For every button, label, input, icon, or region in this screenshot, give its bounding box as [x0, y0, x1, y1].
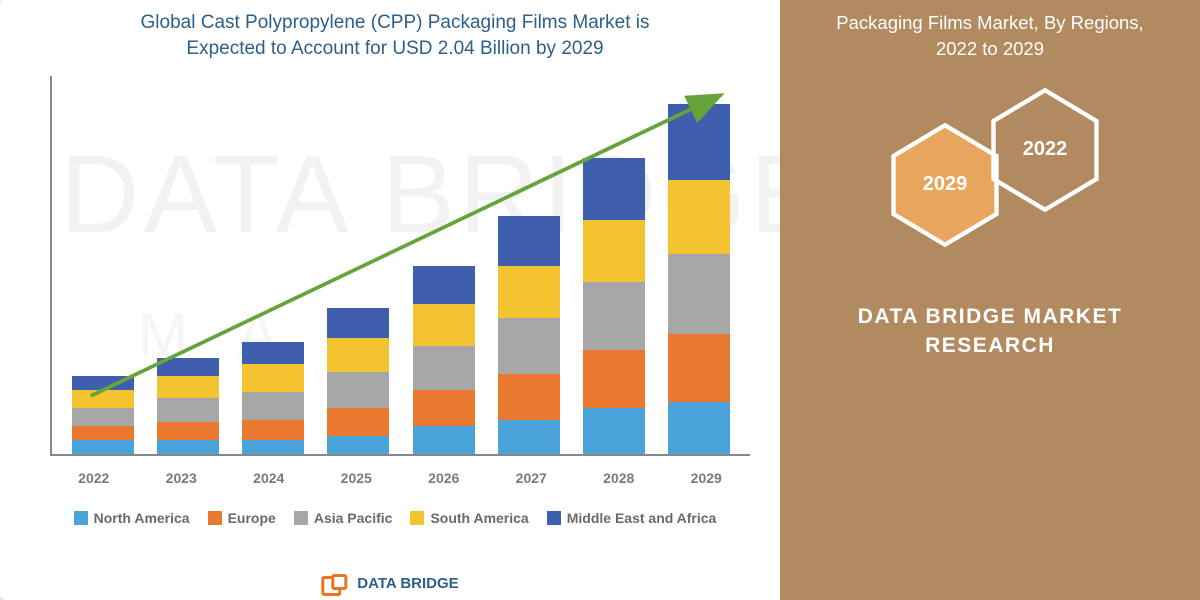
bar-seg-2024-south-america: [242, 364, 304, 392]
x-label-2028: 2028: [588, 470, 650, 486]
right-panel: Packaging Films Market, By Regions, 2022…: [780, 0, 1200, 600]
brand-line-2: RESEARCH: [925, 334, 1055, 357]
chart-title-line-1: Global Cast Polypropylene (CPP) Packagin…: [141, 12, 650, 33]
right-panel-title: Packaging Films Market, By Regions, 2022…: [836, 10, 1143, 62]
bar-seg-2023-europe: [157, 422, 219, 440]
bars-row: [52, 76, 750, 454]
bar-seg-2029-europe: [668, 334, 730, 402]
bar-2022: [72, 376, 134, 454]
x-axis-labels: 2022 2023 2024 2025 2026 2027 2028 2029: [50, 470, 750, 486]
legend-label: Asia Pacific: [314, 510, 393, 526]
hexagon-graphic: 2029 2022: [860, 92, 1120, 262]
chart-wrap: 2022 2023 2024 2025 2026 2027 2028 2029: [30, 76, 760, 506]
bar-seg-2027-asia-pacific: [498, 318, 560, 374]
brand-line-1: DATA BRIDGE MARKET: [858, 305, 1123, 328]
brand-title: DATA BRIDGE MARKET RESEARCH: [858, 302, 1123, 361]
bar-seg-2026-asia-pacific: [413, 346, 475, 390]
hexagon-2022: 2022: [990, 87, 1100, 213]
hexagon-2029: 2029: [890, 122, 1000, 248]
bar-seg-2029-north-america: [668, 402, 730, 454]
bar-seg-2028-asia-pacific: [583, 282, 645, 350]
bar-seg-2027-north-america: [498, 420, 560, 454]
bar-seg-2028-europe: [583, 350, 645, 408]
legend-swatch: [410, 511, 424, 525]
bar-seg-2026-europe: [413, 390, 475, 426]
bar-seg-2024-north-america: [242, 440, 304, 454]
bar-seg-2022-north-america: [72, 440, 134, 454]
bar-seg-2022-asia-pacific: [72, 408, 134, 426]
bar-seg-2026-north-america: [413, 426, 475, 454]
x-label-2029: 2029: [675, 470, 737, 486]
bar-seg-2025-middle-east-and-africa: [327, 308, 389, 338]
bar-seg-2023-north-america: [157, 440, 219, 454]
legend-item-europe: Europe: [208, 510, 276, 526]
bar-seg-2023-asia-pacific: [157, 398, 219, 422]
legend: North America Europe Asia Pacific South Ame…: [30, 510, 760, 526]
bar-2023: [157, 358, 219, 454]
legend-swatch: [208, 511, 222, 525]
bar-seg-2025-south-america: [327, 338, 389, 372]
legend-label: Middle East and Africa: [567, 510, 717, 526]
bar-2024: [242, 342, 304, 454]
bar-seg-2026-middle-east-and-africa: [413, 266, 475, 304]
legend-item-asia-pacific: Asia Pacific: [294, 510, 393, 526]
bar-seg-2023-middle-east-and-africa: [157, 358, 219, 376]
x-label-2027: 2027: [500, 470, 562, 486]
bar-seg-2023-south-america: [157, 376, 219, 398]
hexagon-2022-label: 2022: [1023, 138, 1068, 161]
bar-seg-2022-middle-east-and-africa: [72, 376, 134, 390]
right-title-line-2: 2022 to 2029: [936, 38, 1044, 59]
bar-seg-2027-middle-east-and-africa: [498, 216, 560, 266]
chart-title-line-2: Expected to Account for USD 2.04 Billion…: [186, 38, 603, 59]
x-label-2026: 2026: [413, 470, 475, 486]
bar-seg-2028-north-america: [583, 408, 645, 454]
bar-seg-2025-asia-pacific: [327, 372, 389, 408]
bar-seg-2029-south-america: [668, 180, 730, 254]
bar-seg-2025-north-america: [327, 436, 389, 454]
legend-label: South America: [430, 510, 528, 526]
legend-label: North America: [94, 510, 190, 526]
left-panel: Global Cast Polypropylene (CPP) Packagin…: [0, 0, 780, 600]
infographic-card: Global Cast Polypropylene (CPP) Packagin…: [0, 0, 1200, 600]
legend-item-middle-east-and-africa: Middle East and Africa: [547, 510, 717, 526]
bar-2029: [668, 104, 730, 454]
x-label-2022: 2022: [63, 470, 125, 486]
bar-seg-2028-middle-east-and-africa: [583, 158, 645, 220]
bar-2028: [583, 158, 645, 454]
logo-icon: [321, 574, 349, 592]
bar-seg-2022-europe: [72, 426, 134, 440]
x-label-2025: 2025: [325, 470, 387, 486]
x-label-2024: 2024: [238, 470, 300, 486]
bar-seg-2029-asia-pacific: [668, 254, 730, 334]
right-title-line-1: Packaging Films Market, By Regions,: [836, 12, 1143, 33]
hexagon-2029-label: 2029: [923, 173, 968, 196]
bar-seg-2022-south-america: [72, 390, 134, 408]
bar-2025: [327, 308, 389, 454]
footer-logo-text: DATA BRIDGE: [357, 575, 458, 592]
legend-swatch: [74, 511, 88, 525]
bar-seg-2025-europe: [327, 408, 389, 436]
chart-plot-area: [50, 76, 750, 456]
bar-seg-2029-middle-east-and-africa: [668, 104, 730, 180]
legend-item-south-america: South America: [410, 510, 528, 526]
bar-seg-2024-asia-pacific: [242, 392, 304, 420]
bar-seg-2024-europe: [242, 420, 304, 440]
chart-title: Global Cast Polypropylene (CPP) Packagin…: [30, 10, 760, 71]
bar-seg-2024-middle-east-and-africa: [242, 342, 304, 364]
legend-item-north-america: North America: [74, 510, 190, 526]
bar-seg-2028-south-america: [583, 220, 645, 282]
bar-2027: [498, 216, 560, 454]
bar-seg-2026-south-america: [413, 304, 475, 346]
legend-label: Europe: [228, 510, 276, 526]
bar-2026: [413, 266, 475, 454]
bar-seg-2027-europe: [498, 374, 560, 420]
legend-swatch: [547, 511, 561, 525]
x-label-2023: 2023: [150, 470, 212, 486]
bar-seg-2027-south-america: [498, 266, 560, 318]
legend-swatch: [294, 511, 308, 525]
footer-logo: DATA BRIDGE: [321, 574, 458, 592]
